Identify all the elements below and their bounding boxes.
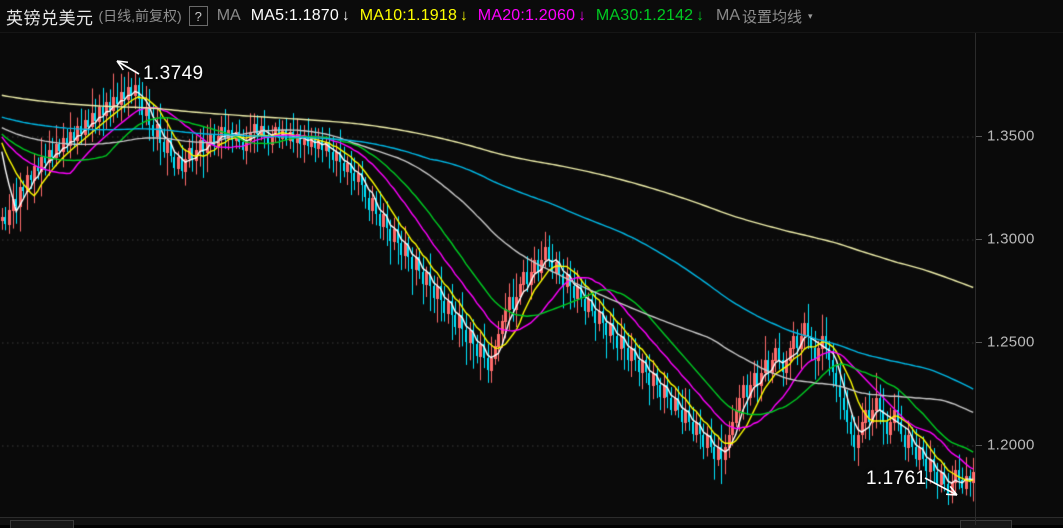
ma-settings-prefix: MA: [715, 7, 740, 24]
footer-tab-left[interactable]: [10, 520, 74, 528]
footer-vertical-divider: [975, 518, 976, 525]
price-tickmark: [976, 136, 982, 137]
price-tick-1-2000: 1.2000: [987, 436, 1035, 454]
price-chart-canvas[interactable]: [0, 33, 975, 517]
indicator-name-label: MA: [216, 7, 241, 24]
ma5-legend[interactable]: MA5:1.1870 ↓: [251, 7, 350, 25]
price-tickmark: [976, 239, 982, 240]
ma30-legend[interactable]: MA30:1.2142 ↓: [596, 7, 704, 25]
chart-period-label: (日线,前复权): [98, 8, 182, 24]
ma30-value: MA30:1.2142: [595, 7, 694, 24]
ma20-trend-down-icon: ↓: [578, 7, 586, 24]
ma5-value: MA5:1.1870: [250, 7, 339, 24]
high-price-annotation: 1.3749: [143, 63, 204, 84]
footer-divider: [0, 517, 1063, 518]
ma10-legend[interactable]: MA10:1.1918 ↓: [360, 7, 468, 25]
ma20-legend[interactable]: MA20:1.2060 ↓: [478, 7, 586, 25]
price-tick-1-2500: 1.2500: [987, 333, 1035, 351]
chevron-down-icon[interactable]: ▾: [808, 10, 813, 21]
help-icon[interactable]: ?: [188, 6, 208, 26]
footer-tab-strip[interactable]: [0, 518, 1063, 528]
symbol-name[interactable]: 英镑兑美元: [6, 8, 94, 28]
ma10-value: MA10:1.1918: [359, 7, 458, 24]
ma20-value: MA20:1.2060: [477, 7, 576, 24]
chart-header-toolbar: 英镑兑美元 (日线,前复权) ? MA MA5:1.1870 ↓ MA10:1.1…: [0, 0, 1063, 33]
price-axis[interactable]: 1.3500 1.3000 1.2500 1.2000: [975, 33, 1063, 517]
ma-settings-button[interactable]: 设置均线: [741, 8, 802, 26]
candlestick-plot-area[interactable]: [0, 33, 975, 517]
low-price-annotation: 1.1761: [866, 468, 927, 489]
footer-tab-right[interactable]: [960, 520, 1012, 528]
price-tick-1-3500: 1.3500: [987, 127, 1035, 145]
ma10-trend-down-icon: ↓: [460, 7, 468, 24]
price-tickmark: [976, 342, 982, 343]
price-tick-1-3000: 1.3000: [987, 230, 1035, 248]
price-tickmark: [976, 445, 982, 446]
ma30-trend-down-icon: ↓: [696, 7, 704, 24]
ma5-trend-down-icon: ↓: [342, 7, 350, 24]
